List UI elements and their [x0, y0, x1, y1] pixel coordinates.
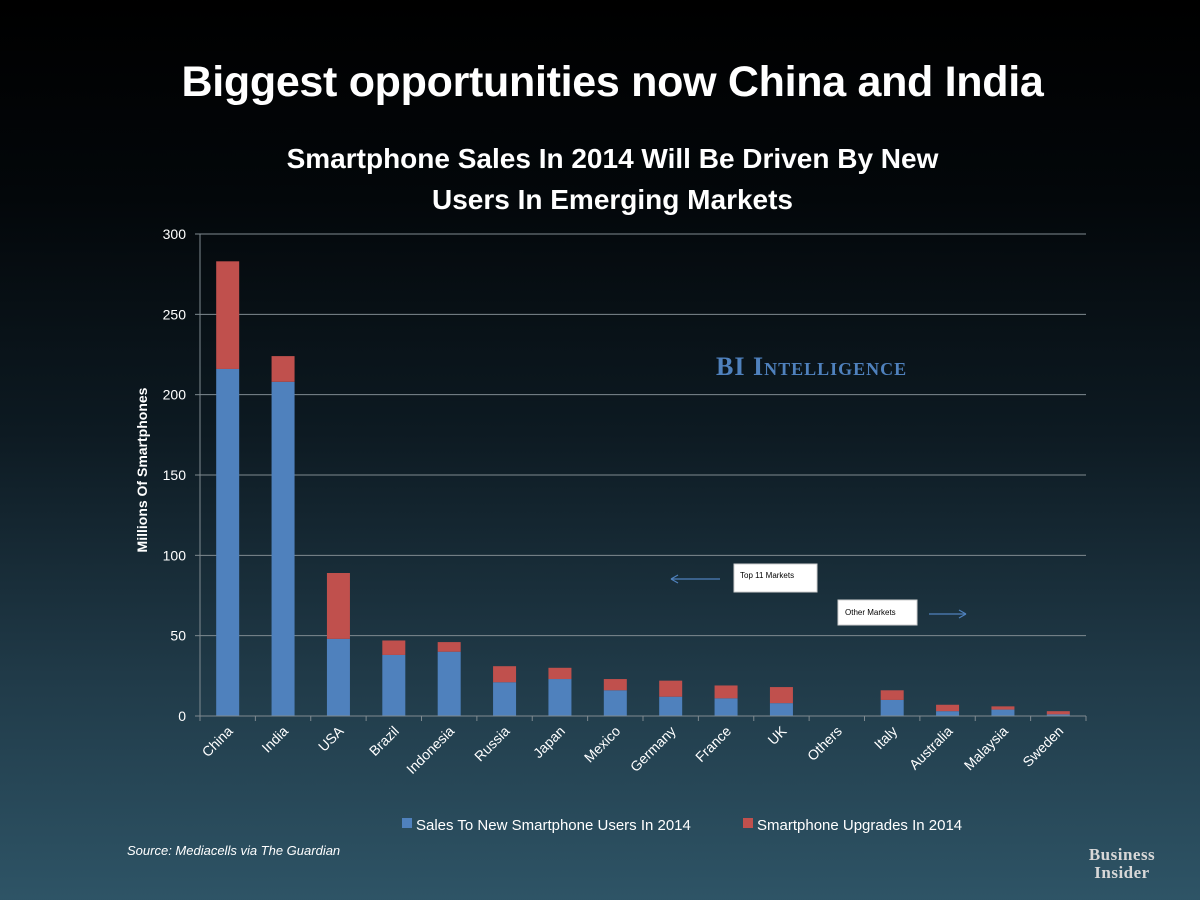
left-arrowhead-icon: [670, 574, 679, 584]
x-tick-label: Russia: [471, 723, 513, 765]
legend-swatch: [402, 818, 412, 828]
x-tick-label: Japan: [530, 723, 568, 761]
bar-upgrades-mexico: [603, 679, 627, 691]
bar-new-users-france: [714, 698, 738, 716]
bar-new-users-italy: [880, 699, 904, 716]
x-tick-label: Malaysia: [961, 723, 1012, 774]
right-arrowhead-icon: [958, 609, 967, 619]
slide-title: Biggest opportunities now China and Indi…: [181, 58, 1044, 106]
bar-new-users-mexico: [603, 690, 627, 716]
x-tick-label: Germany: [627, 723, 679, 775]
bar-new-users-japan: [548, 679, 572, 716]
x-tick-label: Brazil: [366, 723, 402, 759]
x-tick-label: Sweden: [1019, 723, 1066, 770]
legend-swatch: [743, 818, 753, 828]
bar-new-users-germany: [659, 696, 683, 716]
top-markets-box: [733, 563, 818, 593]
bar-new-users-brazil: [382, 654, 406, 716]
bar-upgrades-uk: [769, 687, 793, 704]
other-markets-label: Other Markets: [845, 608, 896, 617]
x-tick-label: Italy: [871, 723, 900, 752]
x-tick-label: India: [258, 723, 291, 756]
y-tick-label: 0: [178, 708, 186, 724]
bar-new-users-indonesia: [437, 651, 461, 716]
bar-upgrades-germany: [659, 680, 683, 697]
business-insider-logo: Business Insider: [1076, 846, 1168, 882]
bar-new-users-india: [271, 381, 295, 716]
bar-upgrades-usa: [326, 573, 350, 639]
bar-upgrades-russia: [493, 666, 517, 683]
bar-upgrades-china: [216, 261, 240, 369]
bar-new-users-russia: [493, 682, 517, 716]
bar-upgrades-indonesia: [437, 642, 461, 652]
bar-new-users-usa: [326, 638, 350, 716]
other-markets-box: [837, 599, 918, 626]
x-tick-label: China: [199, 723, 236, 760]
bar-upgrades-france: [714, 685, 738, 699]
y-tick-label: 200: [163, 387, 187, 403]
bar-upgrades-sweden: [1046, 711, 1070, 715]
x-tick-label: Australia: [906, 723, 956, 773]
chart-title-line-1: Smartphone Sales In 2014 Will Be Driven …: [286, 143, 939, 174]
x-tick-label: Others: [804, 723, 845, 764]
logo-line-1: Business: [1088, 845, 1156, 864]
bar-upgrades-italy: [880, 690, 904, 700]
x-tick-label: France: [692, 723, 734, 765]
x-tick-label: UK: [764, 722, 790, 748]
y-tick-label: 50: [170, 628, 186, 644]
bar-new-users-uk: [769, 703, 793, 716]
x-tick-label: Indonesia: [403, 723, 457, 777]
bar-upgrades-india: [271, 356, 295, 382]
y-tick-label: 150: [163, 467, 187, 483]
bar-new-users-china: [216, 368, 240, 716]
legend-label: Sales To New Smartphone Users In 2014: [416, 817, 691, 834]
chart-title-line-2: Users In Emerging Markets: [431, 184, 794, 215]
bar-upgrades-japan: [548, 667, 572, 680]
bar-upgrades-malaysia: [991, 706, 1015, 710]
x-tick-label: USA: [315, 722, 347, 754]
y-axis-label: Millions Of Smartphones: [134, 387, 150, 552]
bar-upgrades-australia: [936, 704, 960, 712]
y-tick-label: 300: [163, 226, 187, 242]
bi-intelligence-watermark: BI Intelligence: [716, 352, 907, 381]
source-note: Source: Mediacells via The Guardian: [127, 843, 341, 858]
bar-new-users-malaysia: [991, 709, 1015, 716]
bar-upgrades-brazil: [382, 640, 406, 655]
y-tick-label: 100: [163, 547, 187, 563]
x-tick-label: Mexico: [581, 723, 624, 766]
top-markets-label: Top 11 Markets: [740, 571, 794, 580]
y-tick-label: 250: [163, 306, 187, 322]
legend-label: Smartphone Upgrades In 2014: [757, 817, 962, 834]
bar-new-users-sweden: [1046, 714, 1070, 716]
bar-new-users-australia: [936, 711, 960, 716]
logo-line-2: Insider: [1094, 863, 1150, 882]
